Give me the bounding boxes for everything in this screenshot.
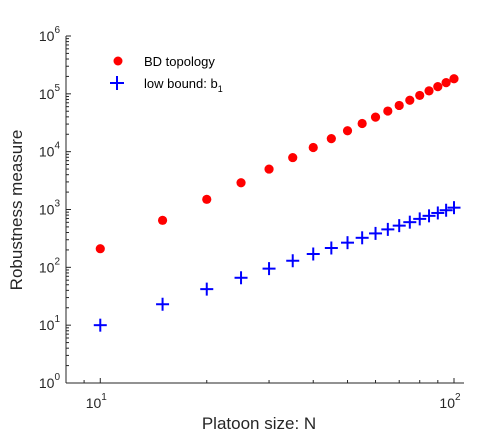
- bd-topology-point: [342, 126, 353, 136]
- low-bound-point: [324, 241, 338, 255]
- low-bound-point: [200, 282, 214, 296]
- low-bound-point: [234, 271, 248, 285]
- legend: BD topology low bound: b1: [110, 54, 223, 94]
- y-tick-label: 102: [39, 256, 61, 275]
- x-tick-label: 102: [439, 392, 461, 411]
- low-bound-point: [93, 318, 107, 332]
- low-bound-point: [306, 247, 320, 261]
- low-bound-point: [439, 203, 453, 217]
- data-marks: [93, 74, 461, 332]
- bd-topology-point: [394, 100, 404, 111]
- bd-topology-point: [415, 90, 425, 101]
- bd-topology-point: [157, 215, 168, 225]
- y-tick-label: 106: [39, 25, 61, 44]
- bd-topology-point: [326, 134, 336, 144]
- bd-topology-point: [424, 86, 434, 96]
- low-bound-point: [156, 297, 170, 311]
- ticks: 100 101 102 103 104 105 106 101 102: [39, 25, 461, 411]
- bd-topology-point: [202, 194, 212, 204]
- y-tick-label: 105: [39, 83, 61, 102]
- y-axis-label: Robustness measure: [7, 130, 26, 291]
- legend-label-low-bound: low bound: b1: [144, 76, 223, 94]
- low-bound-point: [447, 201, 461, 215]
- low-bound-point: [381, 222, 395, 236]
- y-tick-label: 101: [39, 314, 61, 333]
- low-bound-point: [392, 219, 406, 233]
- low-bound-point: [422, 209, 436, 223]
- low-bound-point: [413, 212, 427, 226]
- low-bound-point: [286, 254, 300, 268]
- axes: [65, 36, 464, 384]
- low-bound-point: [262, 262, 276, 276]
- y-tick-label: 103: [39, 199, 61, 218]
- bd-topology-point: [433, 82, 443, 92]
- x-tick-label: 101: [86, 392, 108, 411]
- low-bound-point: [355, 231, 369, 245]
- bd-topology-point: [357, 118, 367, 129]
- bd-topology-point: [449, 74, 459, 84]
- legend-marker-bd-topology: [113, 56, 123, 66]
- bd-topology-point: [308, 142, 318, 153]
- bd-topology-point: [236, 178, 246, 188]
- y-tick-label: 104: [39, 141, 61, 160]
- bd-topology-point: [405, 95, 415, 105]
- legend-marker-low-bound: [110, 76, 124, 90]
- y-tick-label: 100: [39, 372, 61, 391]
- low-bound-point: [341, 236, 355, 250]
- bd-topology-point: [288, 152, 298, 163]
- bd-topology-point: [383, 106, 393, 116]
- x-axis-label: Platoon size: N: [202, 414, 316, 433]
- low-bound-point: [369, 226, 383, 240]
- low-bound-point: [431, 206, 445, 220]
- bd-topology-point: [441, 78, 451, 88]
- low-bound-point: [403, 215, 417, 229]
- bd-topology-point: [264, 164, 274, 174]
- bd-topology-point: [370, 112, 381, 122]
- legend-label-bd-topology: BD topology: [144, 54, 215, 69]
- bd-topology-point: [95, 244, 105, 254]
